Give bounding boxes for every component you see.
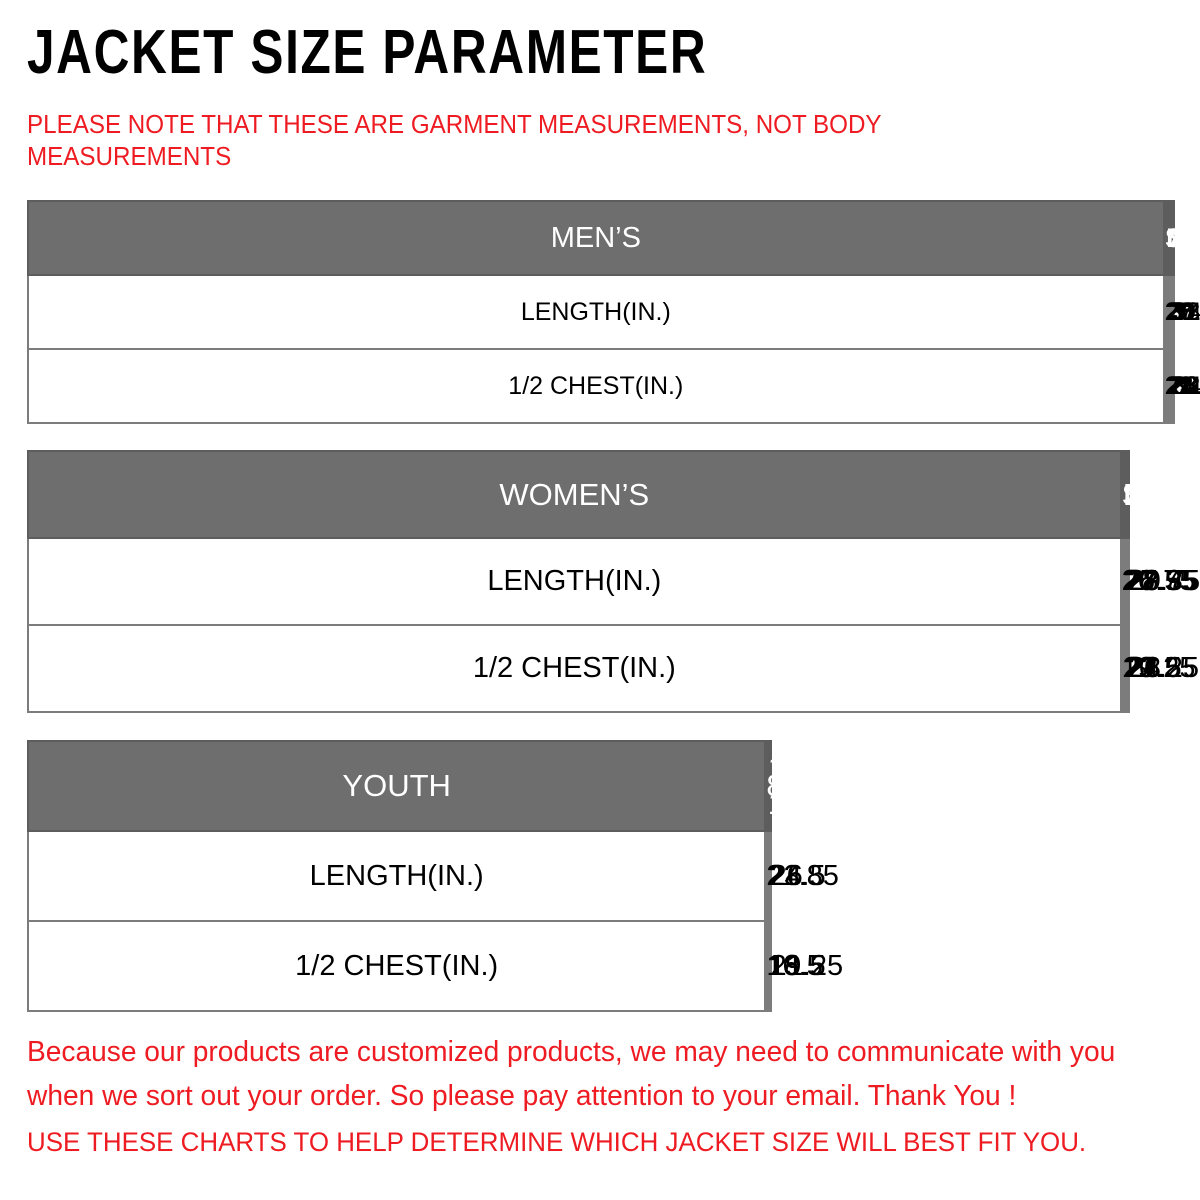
mens-header-label: MEN’S [27, 200, 1165, 276]
womens-row-label: 1/2 CHEST(IN.) [27, 624, 1122, 713]
womens-table-body: LENGTH(IN.) 26 26.75 27.5 27.95 28.35 28.75 29 1… [27, 537, 1200, 713]
youth-row-label: 1/2 CHEST(IN.) [26, 920, 767, 1012]
womens-row-label: LENGTH(IN.) [27, 537, 1122, 626]
table-row: LENGTH(IN.)26.8527.9528.95303131.8532.85… [27, 274, 1200, 350]
footer-customization-note: Because our products are customized prod… [27, 1036, 1116, 1112]
table-row: 1/2 CHEST(IN.) 16.5 18 19.5 21.25 [26, 920, 843, 1012]
mens-row-label: LENGTH(IN.) [27, 274, 1165, 350]
table-row: LENGTH(IN.) 21.85 23 24.5 26 [26, 830, 839, 922]
womens-table-head: WOMEN’S S M L XL 2XL 3XL 4XL [27, 450, 1184, 539]
youth-table-body: LENGTH(IN.) 21.85 23 24.5 26 1/2 CHEST(IN.) 16… [26, 830, 843, 1012]
mens-table-body: LENGTH(IN.)26.8527.9528.95303131.8532.85… [27, 274, 1200, 424]
table-header-row: YOUTH 8 10–12 14–16 18–20 [26, 740, 822, 832]
youth-size-table: YOUTH 8 10–12 14–16 18–20 LENGTH(IN.) 21.85 2… [26, 740, 843, 1012]
youth-table-head: YOUTH 8 10–12 14–16 18–20 [26, 740, 822, 832]
womens-size-header-4XL: 4XL [1126, 450, 1184, 539]
mens-table-head: MEN’S SMLXL2XL3XL4XL5XL6XL [27, 200, 1200, 276]
womens-header-label: WOMEN’S [27, 450, 1122, 539]
page-title: JACKET SIZE PARAMETER [27, 18, 708, 87]
youth-row-label: LENGTH(IN.) [26, 830, 767, 922]
table-header-row: MEN’S SMLXL2XL3XL4XL5XL6XL [27, 200, 1200, 276]
table-row: 1/2 CHEST(IN.) 19 20.25 21.5 22.5 24.25 26 28 [27, 624, 1199, 713]
youth-size-header-14–16: 14–16 [766, 740, 821, 832]
table-row: 1/2 CHEST(IN.)22.523.524.525.626.3528.35… [27, 348, 1200, 424]
mens-size-table: MEN’S SMLXL2XL3XL4XL5XL6XL LENGTH(IN.)26… [27, 200, 1200, 424]
mens-row-label: 1/2 CHEST(IN.) [27, 348, 1165, 424]
table-header-row: WOMEN’S S M L XL 2XL 3XL 4XL [27, 450, 1184, 539]
measurement-cell: 29 [1126, 537, 1161, 626]
measurement-cell: 26 [768, 830, 803, 922]
table-row: LENGTH(IN.) 26 26.75 27.5 27.95 28.35 28.75 29 [27, 537, 1200, 626]
footer-usage-note: USE THESE CHARTS TO HELP DETERMINE WHICH… [27, 1127, 1087, 1157]
garment-measurement-note: PLEASE NOTE THAT THESE ARE GARMENT MEASU… [27, 109, 882, 171]
youth-header-label: YOUTH [26, 740, 767, 832]
womens-size-table: WOMEN’S S M L XL 2XL 3XL 4XL LENGTH(IN.) 26 26.7… [27, 450, 1200, 713]
